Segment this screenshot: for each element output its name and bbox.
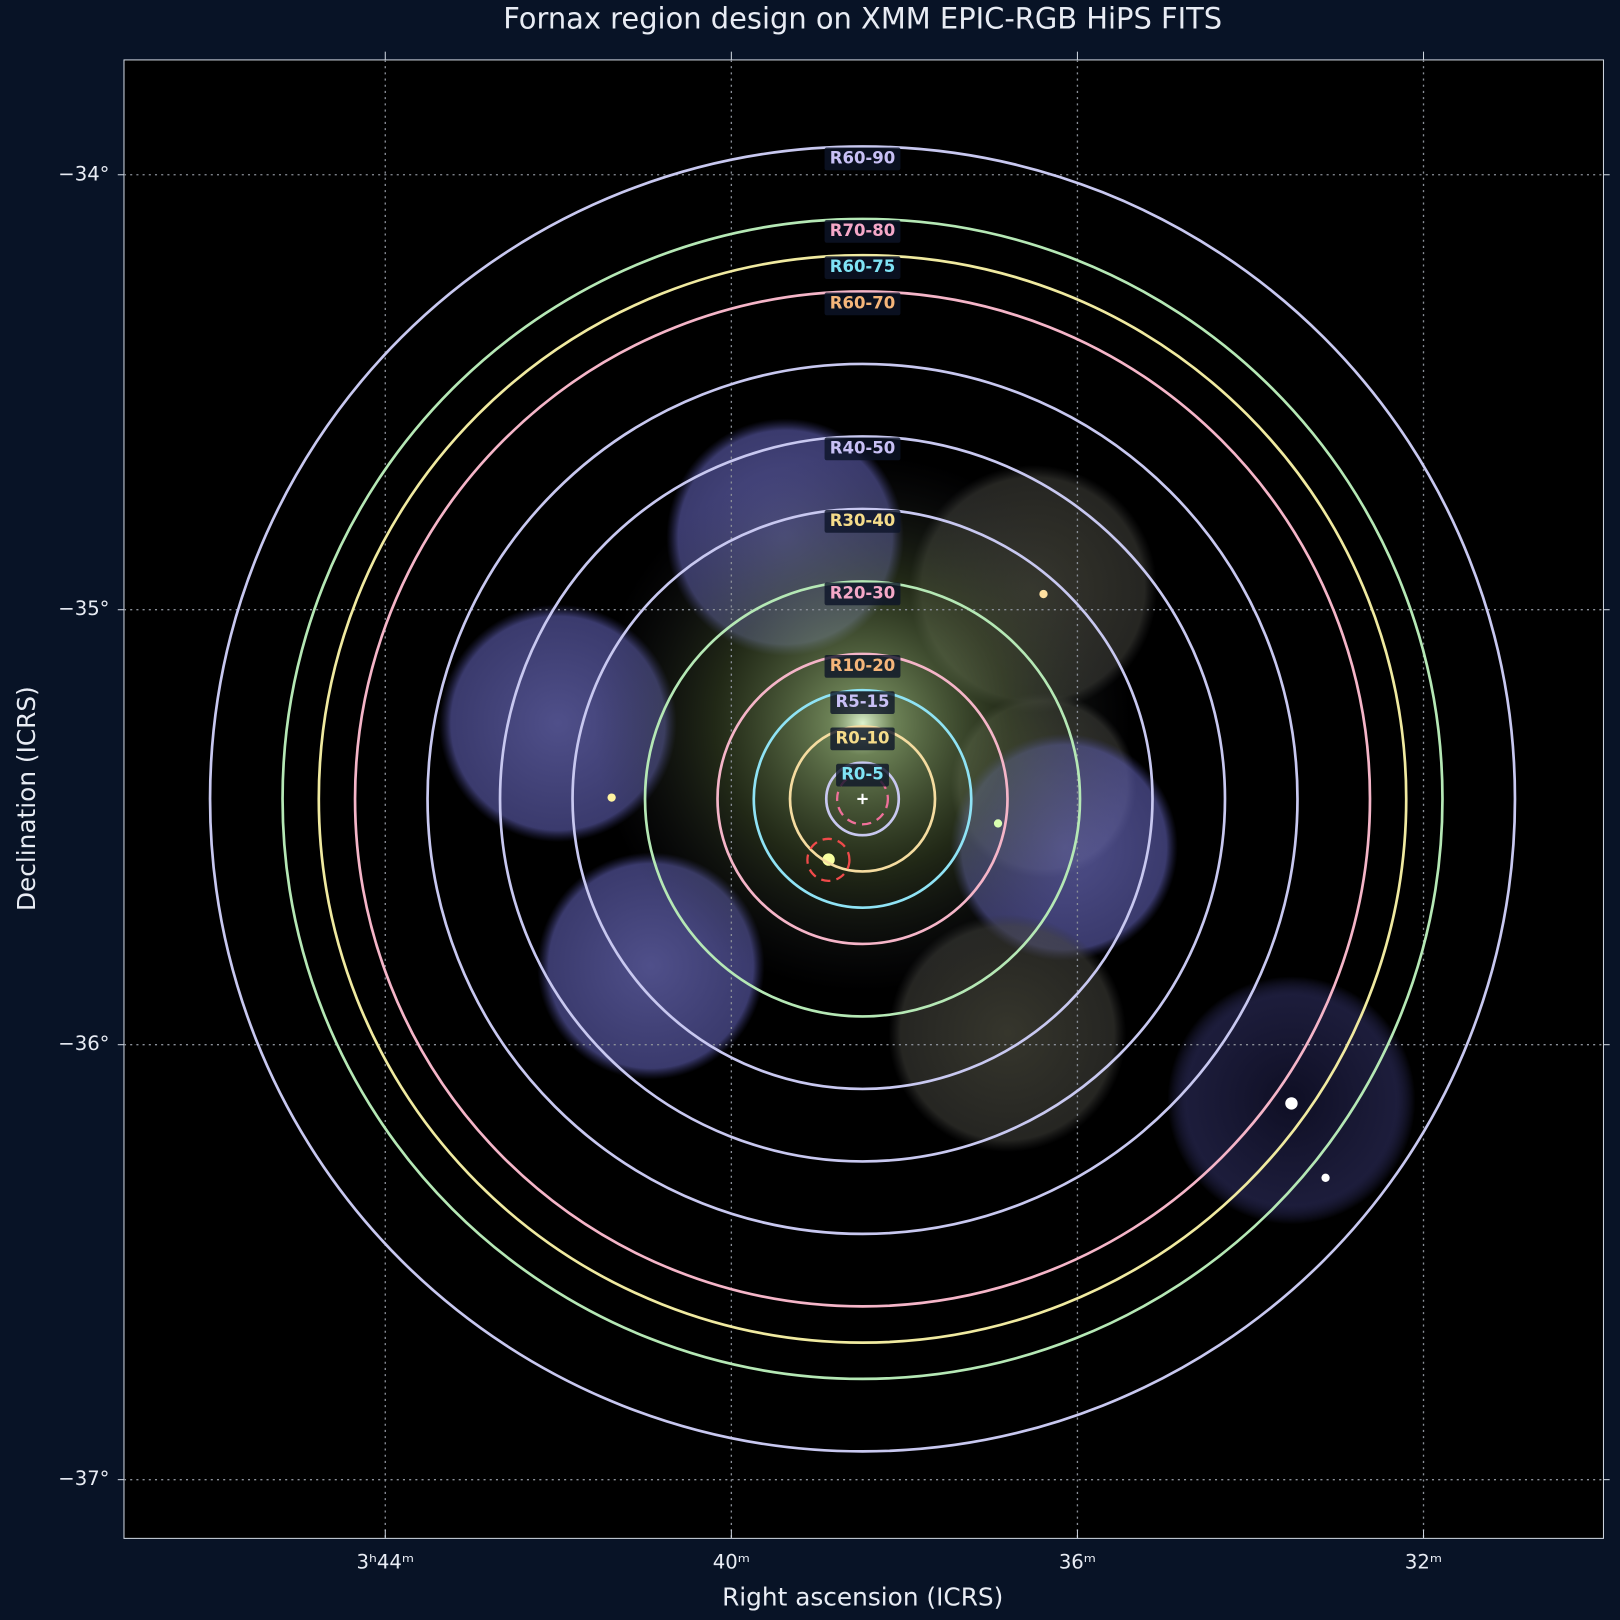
region-label-box bbox=[836, 763, 889, 787]
annulus-circle bbox=[788, 725, 937, 873]
region-label-box bbox=[824, 292, 901, 316]
region-label-box bbox=[824, 147, 901, 171]
region-label-box bbox=[824, 509, 901, 533]
region-label-box bbox=[824, 256, 901, 279]
region-label-box bbox=[824, 220, 901, 243]
x-tick-label: 32ᵐ bbox=[1405, 1551, 1442, 1574]
annulus-circle bbox=[752, 688, 973, 910]
annulus-circle bbox=[281, 217, 1444, 1381]
annulus-circle bbox=[353, 290, 1372, 1308]
x-tick-label: 3ʰ44ᵐ bbox=[356, 1551, 414, 1574]
mask-circle bbox=[806, 837, 851, 882]
y-tick-label: −35° bbox=[58, 597, 109, 620]
region-label-box bbox=[830, 691, 895, 714]
region-label: R70-80 bbox=[830, 221, 896, 240]
x-axis-label: Right ascension (ICRS) bbox=[722, 1582, 1003, 1611]
region-label-box bbox=[830, 727, 895, 751]
region-label: R5-15 bbox=[835, 692, 889, 711]
region-label: R0-10 bbox=[835, 728, 889, 747]
y-axis-label: Declination (ICRS) bbox=[12, 686, 41, 911]
region-label: R30-40 bbox=[830, 511, 896, 530]
y-tick-label: −37° bbox=[58, 1467, 109, 1490]
annulus-circle bbox=[571, 507, 1154, 1091]
region-label: R60-90 bbox=[830, 148, 896, 167]
center-marker bbox=[857, 793, 868, 805]
annulus-circle bbox=[643, 580, 1082, 1018]
annulus-circle bbox=[317, 253, 1408, 1344]
chart-title: Fornax region design on XMM EPIC-RGB HiP… bbox=[503, 2, 1222, 36]
annulus-circle bbox=[498, 435, 1227, 1163]
y-tick-label: −36° bbox=[58, 1032, 109, 1055]
region-label: R10-20 bbox=[830, 656, 896, 675]
region-label-box bbox=[824, 582, 901, 606]
annulus-circle bbox=[208, 145, 1517, 1453]
annulus-circle bbox=[716, 652, 1009, 946]
region-label: R20-30 bbox=[830, 583, 896, 602]
x-tick-label: 36ᵐ bbox=[1059, 1551, 1096, 1574]
region-label-box bbox=[824, 654, 901, 678]
annulus-circle bbox=[426, 362, 1299, 1236]
plot-frame bbox=[123, 59, 1604, 1539]
mask-circle bbox=[836, 772, 890, 826]
x-tick-label: 40ᵐ bbox=[713, 1551, 750, 1574]
overlay: R0-5 R0-10 R5-15 R10-20 R20-30 R30-40 R40-50 R6… bbox=[208, 145, 1517, 1453]
region-label: R0-5 bbox=[841, 765, 884, 784]
region-label-box bbox=[824, 437, 901, 461]
annulus-circle bbox=[824, 761, 901, 837]
region-label: R60-75 bbox=[830, 257, 896, 276]
y-tick-label: −34° bbox=[58, 162, 109, 185]
region-label: R60-70 bbox=[830, 293, 896, 312]
region-label: R40-50 bbox=[830, 438, 896, 457]
